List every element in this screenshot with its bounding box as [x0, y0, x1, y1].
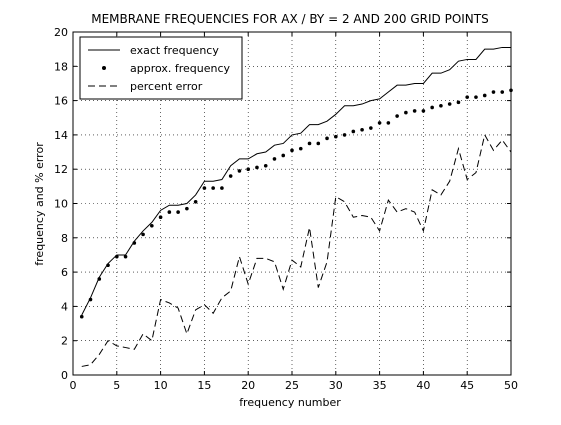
data-point-approx-frequency — [115, 254, 119, 259]
x-tick-label: 10 — [154, 379, 168, 392]
data-point-approx-frequency — [456, 100, 461, 105]
data-point-approx-frequency — [132, 241, 137, 245]
axes-layer: 0 5 10 15 20 25 30 35 40 45 50 0 2 4 6 8 10 12 14 16 18 20 — [54, 26, 518, 392]
data-point-approx-frequency — [88, 297, 93, 302]
data-point-approx-frequency — [123, 254, 128, 259]
x-tick-label: 45 — [460, 379, 474, 392]
y-tick-label: 16 — [54, 95, 68, 108]
series-line-exact-frequency — [81, 46, 511, 316]
data-point-approx-frequency — [404, 110, 408, 115]
legend-label-percent-error: percent error — [130, 80, 203, 93]
y-tick-label: 8 — [61, 232, 68, 245]
data-point-approx-frequency — [220, 186, 224, 190]
data-point-approx-frequency — [202, 186, 207, 190]
legend-label-exact-frequency: exact frequency — [130, 44, 219, 57]
x-tick-label: 50 — [504, 379, 518, 392]
data-point-approx-frequency — [272, 157, 277, 161]
x-tick-label: 30 — [329, 379, 343, 392]
data-point-approx-frequency — [482, 93, 487, 98]
x-tick-label: 20 — [241, 379, 255, 392]
data-point-approx-frequency — [386, 121, 391, 125]
data-point-approx-frequency — [500, 90, 505, 94]
x-tick-label: 5 — [113, 379, 120, 392]
data-point-approx-frequency — [106, 263, 110, 268]
data-point-approx-frequency — [158, 215, 163, 220]
y-axis-label: frequency and % error — [33, 142, 46, 266]
y-tick-label: 2 — [61, 335, 68, 348]
y-tick-label: 4 — [61, 300, 68, 313]
data-point-approx-frequency — [342, 133, 347, 137]
y-tick-label: 18 — [54, 60, 68, 73]
legend-marker-approx-frequency — [102, 66, 106, 70]
x-tick-label: 40 — [416, 379, 430, 392]
data-point-approx-frequency — [334, 134, 338, 139]
data-point-approx-frequency — [325, 136, 329, 141]
y-tick-label: 20 — [54, 26, 68, 39]
data-point-approx-frequency — [246, 167, 250, 171]
data-point-approx-frequency — [263, 163, 268, 168]
data-point-approx-frequency — [97, 277, 102, 281]
data-point-approx-frequency — [447, 102, 452, 106]
data-point-approx-frequency — [167, 210, 172, 214]
data-point-approx-frequency — [211, 186, 215, 190]
data-point-approx-frequency — [351, 129, 356, 134]
data-point-approx-frequency — [316, 141, 321, 146]
data-point-approx-frequency — [474, 95, 478, 99]
data-point-approx-frequency — [369, 126, 373, 130]
data-point-approx-frequency — [281, 153, 286, 158]
data-point-approx-frequency — [185, 206, 189, 211]
y-tick-label: 10 — [54, 198, 68, 211]
y-tick-label: 6 — [61, 266, 68, 279]
data-point-approx-frequency — [237, 169, 242, 173]
data-point-approx-frequency — [430, 105, 434, 110]
data-point-approx-frequency — [491, 90, 496, 94]
data-point-approx-frequency — [141, 232, 145, 237]
data-point-approx-frequency — [421, 109, 426, 113]
data-point-approx-frequency — [377, 121, 382, 125]
data-point-approx-frequency — [298, 146, 303, 151]
x-tick-label: 0 — [70, 379, 77, 392]
series-layer — [79, 46, 513, 367]
chart-title: MEMBRANE FREQUENCIES FOR AX / BY = 2 AND… — [91, 12, 488, 26]
x-axis-label: frequency number — [239, 396, 341, 409]
data-point-approx-frequency — [395, 114, 399, 118]
data-point-approx-frequency — [360, 127, 364, 132]
data-point-approx-frequency — [439, 103, 443, 108]
data-point-approx-frequency — [412, 109, 417, 113]
data-point-approx-frequency — [150, 223, 154, 228]
data-point-approx-frequency — [255, 165, 259, 170]
data-point-approx-frequency — [228, 174, 233, 178]
x-tick-label: 15 — [197, 379, 211, 392]
data-point-approx-frequency — [79, 314, 84, 319]
data-point-approx-frequency — [290, 148, 294, 153]
data-point-approx-frequency — [509, 88, 513, 93]
data-point-approx-frequency — [465, 95, 470, 99]
legend: exact frequency approx. frequency percent … — [79, 36, 243, 100]
series-line-percent-error — [81, 133, 512, 367]
y-tick-label: 0 — [61, 369, 68, 382]
x-tick-label: 35 — [373, 379, 387, 392]
x-tick-label: 25 — [285, 379, 299, 392]
data-point-approx-frequency — [176, 210, 180, 214]
legend-label-approx-frequency: approx. frequency — [130, 62, 231, 75]
y-tick-label: 14 — [54, 129, 68, 142]
data-point-approx-frequency — [193, 199, 198, 204]
data-point-approx-frequency — [307, 141, 312, 146]
legend-box — [79, 36, 243, 100]
y-tick-label: 12 — [54, 163, 68, 176]
